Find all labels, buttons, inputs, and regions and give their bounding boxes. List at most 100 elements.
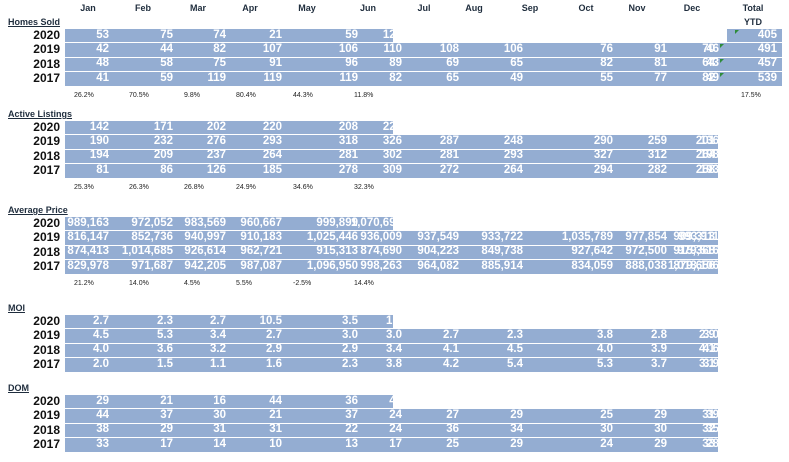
table-cell: 81 (654, 57, 667, 70)
percent-cell: 14.0% (129, 279, 149, 287)
ytd-label: YTD (744, 17, 762, 27)
table-cell: 327 (593, 149, 613, 162)
table-cell: 1.1 (210, 357, 226, 370)
table-cell: 4.5 (507, 343, 523, 356)
row-band (65, 395, 393, 409)
percent-cell: 14.4% (354, 279, 374, 287)
table-cell: 979,516 (677, 245, 719, 258)
table-cell: 119 (339, 71, 358, 84)
percent-cell: 26.8% (184, 183, 204, 191)
row-band (65, 43, 782, 57)
cell-marker-icon (720, 73, 724, 78)
row-year: 2019 (33, 134, 60, 149)
percent-cell: 4.5% (184, 279, 200, 287)
table-cell: 964,082 (417, 259, 459, 272)
table-cell: 3.1 (699, 357, 715, 370)
table-cell: 16 (213, 394, 226, 407)
table-cell: 293 (262, 134, 282, 147)
table-cell: 126 (206, 163, 226, 176)
table-cell: 30 (654, 423, 667, 436)
table-cell: 209 (153, 149, 173, 162)
table-cell: 82 (600, 57, 613, 70)
table-cell: 3.8 (597, 328, 613, 341)
table-cell: 4.0 (93, 343, 109, 356)
table-cell: 36 (446, 423, 459, 436)
table-cell: 874,413 (67, 245, 109, 258)
table-cell: 264 (262, 149, 282, 162)
table-cell: 2.8 (651, 328, 667, 341)
row-band (65, 423, 718, 438)
percent-cell: 80.4% (236, 91, 256, 99)
row-band (65, 29, 393, 43)
table-cell: 32 (702, 423, 715, 436)
table-cell: 927,642 (571, 245, 613, 258)
table-cell: 31 (213, 423, 226, 436)
table-cell: 220 (262, 120, 282, 133)
percent-cell: 44.3% (293, 91, 313, 99)
table-cell: 202 (206, 120, 226, 133)
row-band-total (727, 29, 782, 43)
table-cell: 5.3 (597, 357, 613, 370)
table-cell: 3.0 (342, 328, 358, 341)
table-cell: 36 (345, 394, 358, 407)
row-year: 2018 (33, 244, 60, 259)
row-year: 2017 (33, 437, 60, 452)
row-band (65, 358, 718, 372)
table-cell: 999,899 (316, 216, 358, 229)
percent-cell: 70.5% (129, 91, 149, 99)
percent-cell: 21.2% (74, 279, 94, 287)
table-cell: 91 (654, 42, 667, 55)
table-cell: 4.2 (443, 357, 459, 370)
table-cell: 972,052 (131, 216, 173, 229)
table-cell: 940,997 (184, 230, 226, 243)
table-cell: 59 (160, 71, 173, 84)
table-cell: 75 (213, 57, 226, 70)
table-cell: 29 (654, 408, 667, 421)
table-cell: 21 (269, 408, 282, 421)
table-cell: 30 (600, 423, 613, 436)
table-cell: 107 (262, 42, 282, 55)
table-cell: 987,087 (240, 259, 282, 272)
table-cell: 37 (345, 408, 358, 421)
table-cell: 829,978 (67, 259, 109, 272)
table-cell: 198 (699, 149, 719, 162)
table-cell: 106 (503, 42, 523, 55)
table-cell: 294 (593, 163, 613, 176)
row-year: 2019 (33, 230, 60, 245)
column-header-oct: Oct (578, 3, 594, 13)
table-cell: 190 (89, 134, 109, 147)
table-cell: 65 (510, 57, 523, 70)
table-cell: 69 (446, 57, 459, 70)
table-cell: 816,147 (67, 230, 109, 243)
table-cell: 2.3 (342, 357, 358, 370)
table-cell: 29 (654, 437, 667, 450)
table-cell: 276 (206, 134, 226, 147)
table-cell: 1,014,685 (121, 245, 173, 258)
table-cell: 27 (446, 408, 459, 421)
column-header-jul: Jul (417, 3, 431, 13)
row-band (65, 121, 393, 135)
table-cell: 942,205 (184, 259, 226, 272)
table-cell: 24 (389, 408, 402, 421)
total-cell: 457 (757, 57, 777, 70)
table-cell: 33 (702, 437, 715, 450)
table-cell: 91 (269, 57, 282, 70)
table-cell: 1,035,789 (561, 230, 613, 243)
table-cell: 312 (647, 149, 667, 162)
table-cell: 136 (699, 134, 719, 147)
table-cell: 31 (269, 423, 282, 436)
row-band (65, 260, 718, 274)
table-cell: 74 (213, 28, 226, 41)
table-cell: 1,070,690 (350, 216, 402, 229)
table-cell: 909,313 (673, 230, 715, 243)
table-cell: 926,614 (184, 245, 226, 258)
percent-cell: 26.2% (74, 91, 94, 99)
section-title: DOM (8, 383, 29, 393)
table-cell: 1.8 (386, 314, 402, 327)
table-cell: 70 (702, 42, 715, 55)
table-cell: 25 (446, 437, 459, 450)
table-cell: 22 (345, 423, 358, 436)
table-cell: 962,721 (240, 245, 282, 258)
table-cell: 86 (160, 163, 173, 176)
table-cell: 3.8 (386, 357, 402, 370)
